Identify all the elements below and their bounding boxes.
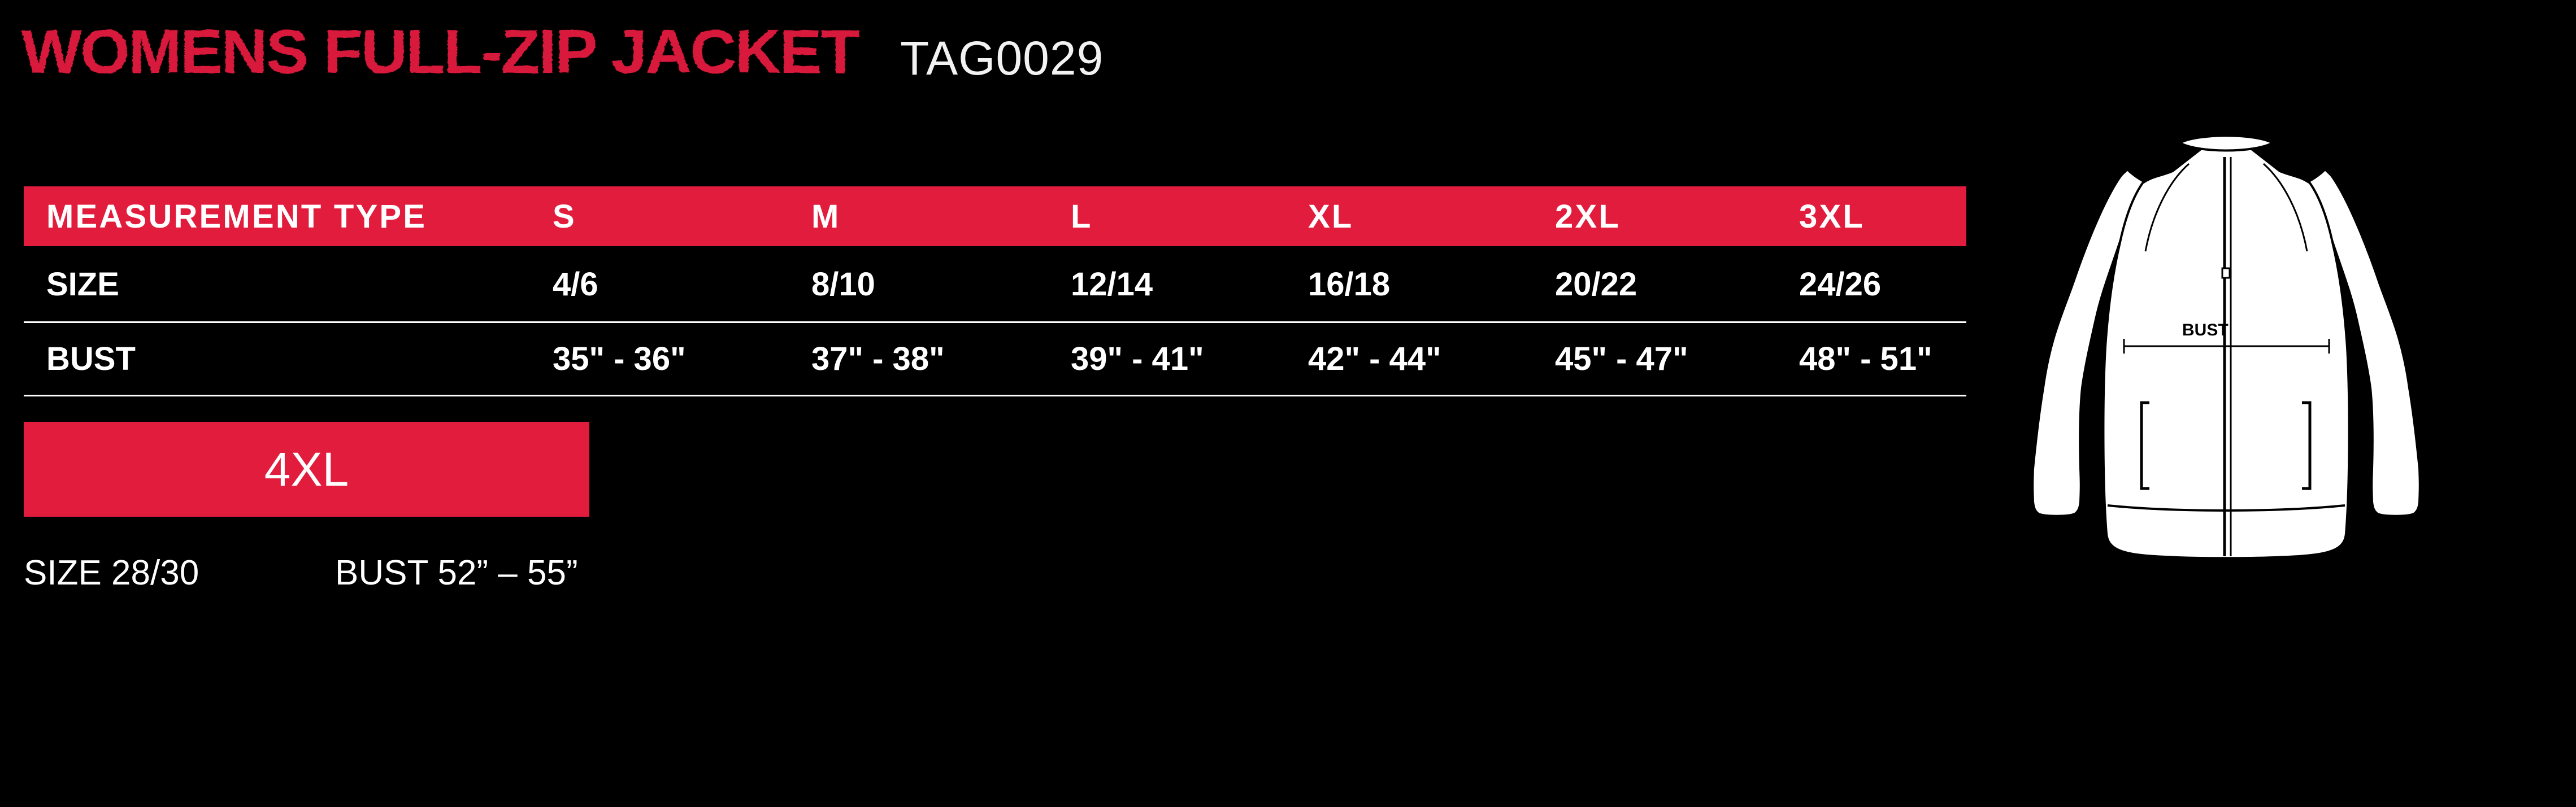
svg-text:BUST: BUST [2182, 321, 2229, 339]
